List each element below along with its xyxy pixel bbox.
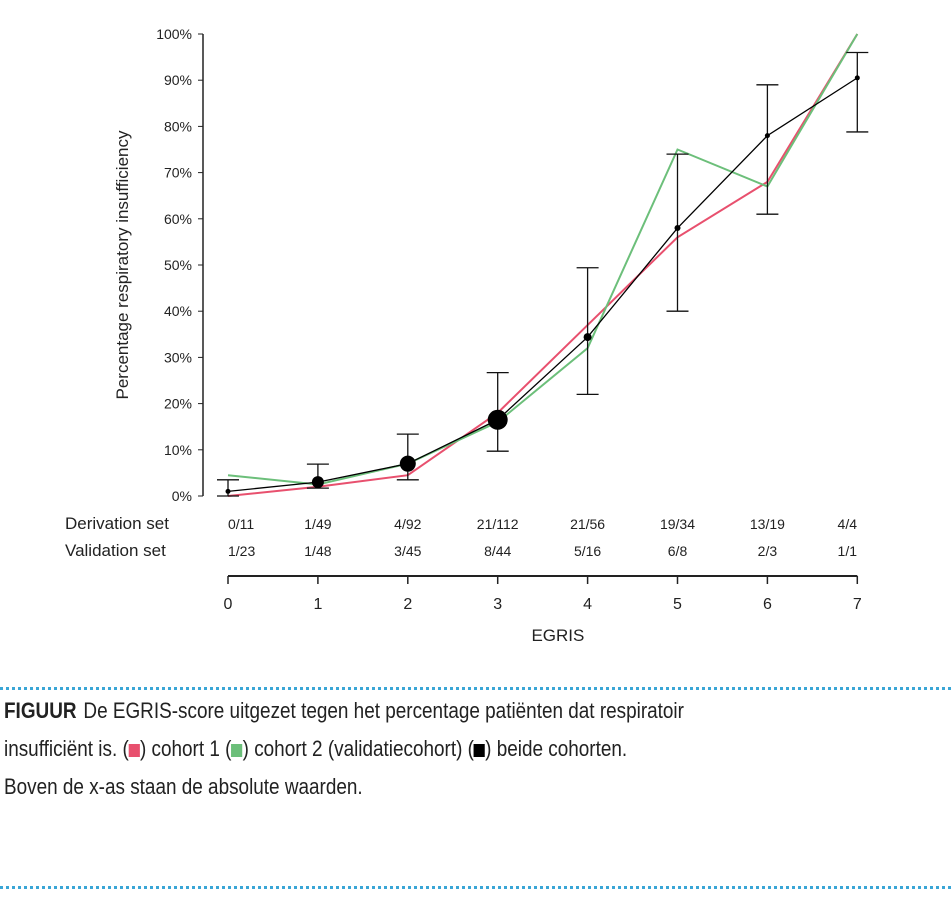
data-point	[674, 225, 681, 232]
y-tick-label: 20%	[164, 396, 192, 412]
x-tick-label: 5	[673, 596, 682, 613]
divider-bottom	[0, 886, 951, 889]
table-cell: 1/49	[304, 516, 331, 532]
table-cell: 0/11	[228, 516, 254, 532]
data-point	[583, 333, 592, 342]
x-tick-label: 0	[224, 596, 233, 613]
y-tick-label: 40%	[164, 303, 192, 319]
table-cell: 5/16	[574, 543, 601, 559]
y-tick-label: 100%	[156, 26, 192, 42]
data-point	[225, 488, 231, 494]
x-tick-label: 2	[403, 596, 412, 613]
table-cell: 21/112	[477, 516, 519, 532]
y-tick-label: 10%	[164, 442, 192, 458]
caption-label: FIGUUR	[4, 698, 77, 723]
y-axis-label: Percentage respiratory insufficiency	[113, 130, 132, 399]
table-cell: 13/19	[750, 516, 785, 532]
caption-line1: De EGRIS-score uitgezet tegen het percen…	[83, 698, 684, 723]
y-tick-label: 50%	[164, 257, 192, 273]
x-tick-label: 6	[763, 596, 772, 613]
chart: 0% 10% 20% 30% 40% 50% 60% 70% 80% 90% 100% Percent…	[65, 26, 869, 645]
figure-caption: FIGUUR De EGRIS-score uitgezet tegen het …	[4, 692, 817, 806]
caption-text: insufficiënt is. (	[4, 736, 129, 761]
table-row-label: Derivation set	[65, 514, 169, 533]
data-point	[311, 476, 324, 489]
y-tick-label: 30%	[164, 349, 192, 365]
y-tick-label: 70%	[164, 165, 192, 181]
y-tick-label: 0%	[172, 488, 192, 504]
table-cell: 6/8	[668, 543, 688, 559]
data-point	[854, 75, 860, 81]
data-point	[399, 455, 416, 472]
y-tick-label: 80%	[164, 118, 192, 134]
table-cell: 19/34	[660, 516, 695, 532]
data-point	[764, 133, 770, 139]
table-cell: 2/3	[758, 543, 778, 559]
table-cell: 1/1	[838, 543, 858, 559]
table-cell: 1/23	[228, 543, 255, 559]
table-cell: 1/48	[304, 543, 331, 559]
caption-text: ) cohort 2 (validatiecohort) (	[242, 736, 474, 761]
caption-line3: Boven de x-as staan de absolute waarden.	[4, 774, 363, 799]
table-cell: 4/92	[394, 516, 421, 532]
table-cell: 21/56	[570, 516, 605, 532]
table-cell: 8/44	[484, 543, 511, 559]
series-line	[227, 77, 858, 493]
table-cell: 3/45	[394, 543, 421, 559]
caption-text: ) beide cohorten.	[485, 736, 628, 761]
divider-top	[0, 687, 951, 690]
x-tick-label: 4	[583, 596, 592, 613]
x-tick-label: 3	[493, 596, 502, 613]
table-cell: 4/4	[838, 516, 858, 532]
cohort2-swatch	[231, 744, 243, 757]
data-point	[487, 409, 508, 430]
x-tick-label: 1	[313, 596, 322, 613]
y-tick-label: 60%	[164, 211, 192, 227]
caption-text: ) cohort 1 (	[139, 736, 232, 761]
series-line	[227, 33, 859, 497]
both-swatch	[473, 744, 486, 757]
table-row-label: Validation set	[65, 541, 166, 560]
x-tick-label: 7	[853, 596, 862, 613]
x-axis-label: EGRIS	[531, 626, 584, 645]
series-line	[227, 33, 859, 486]
y-tick-label: 90%	[164, 72, 192, 88]
cohort1-swatch	[128, 744, 140, 757]
